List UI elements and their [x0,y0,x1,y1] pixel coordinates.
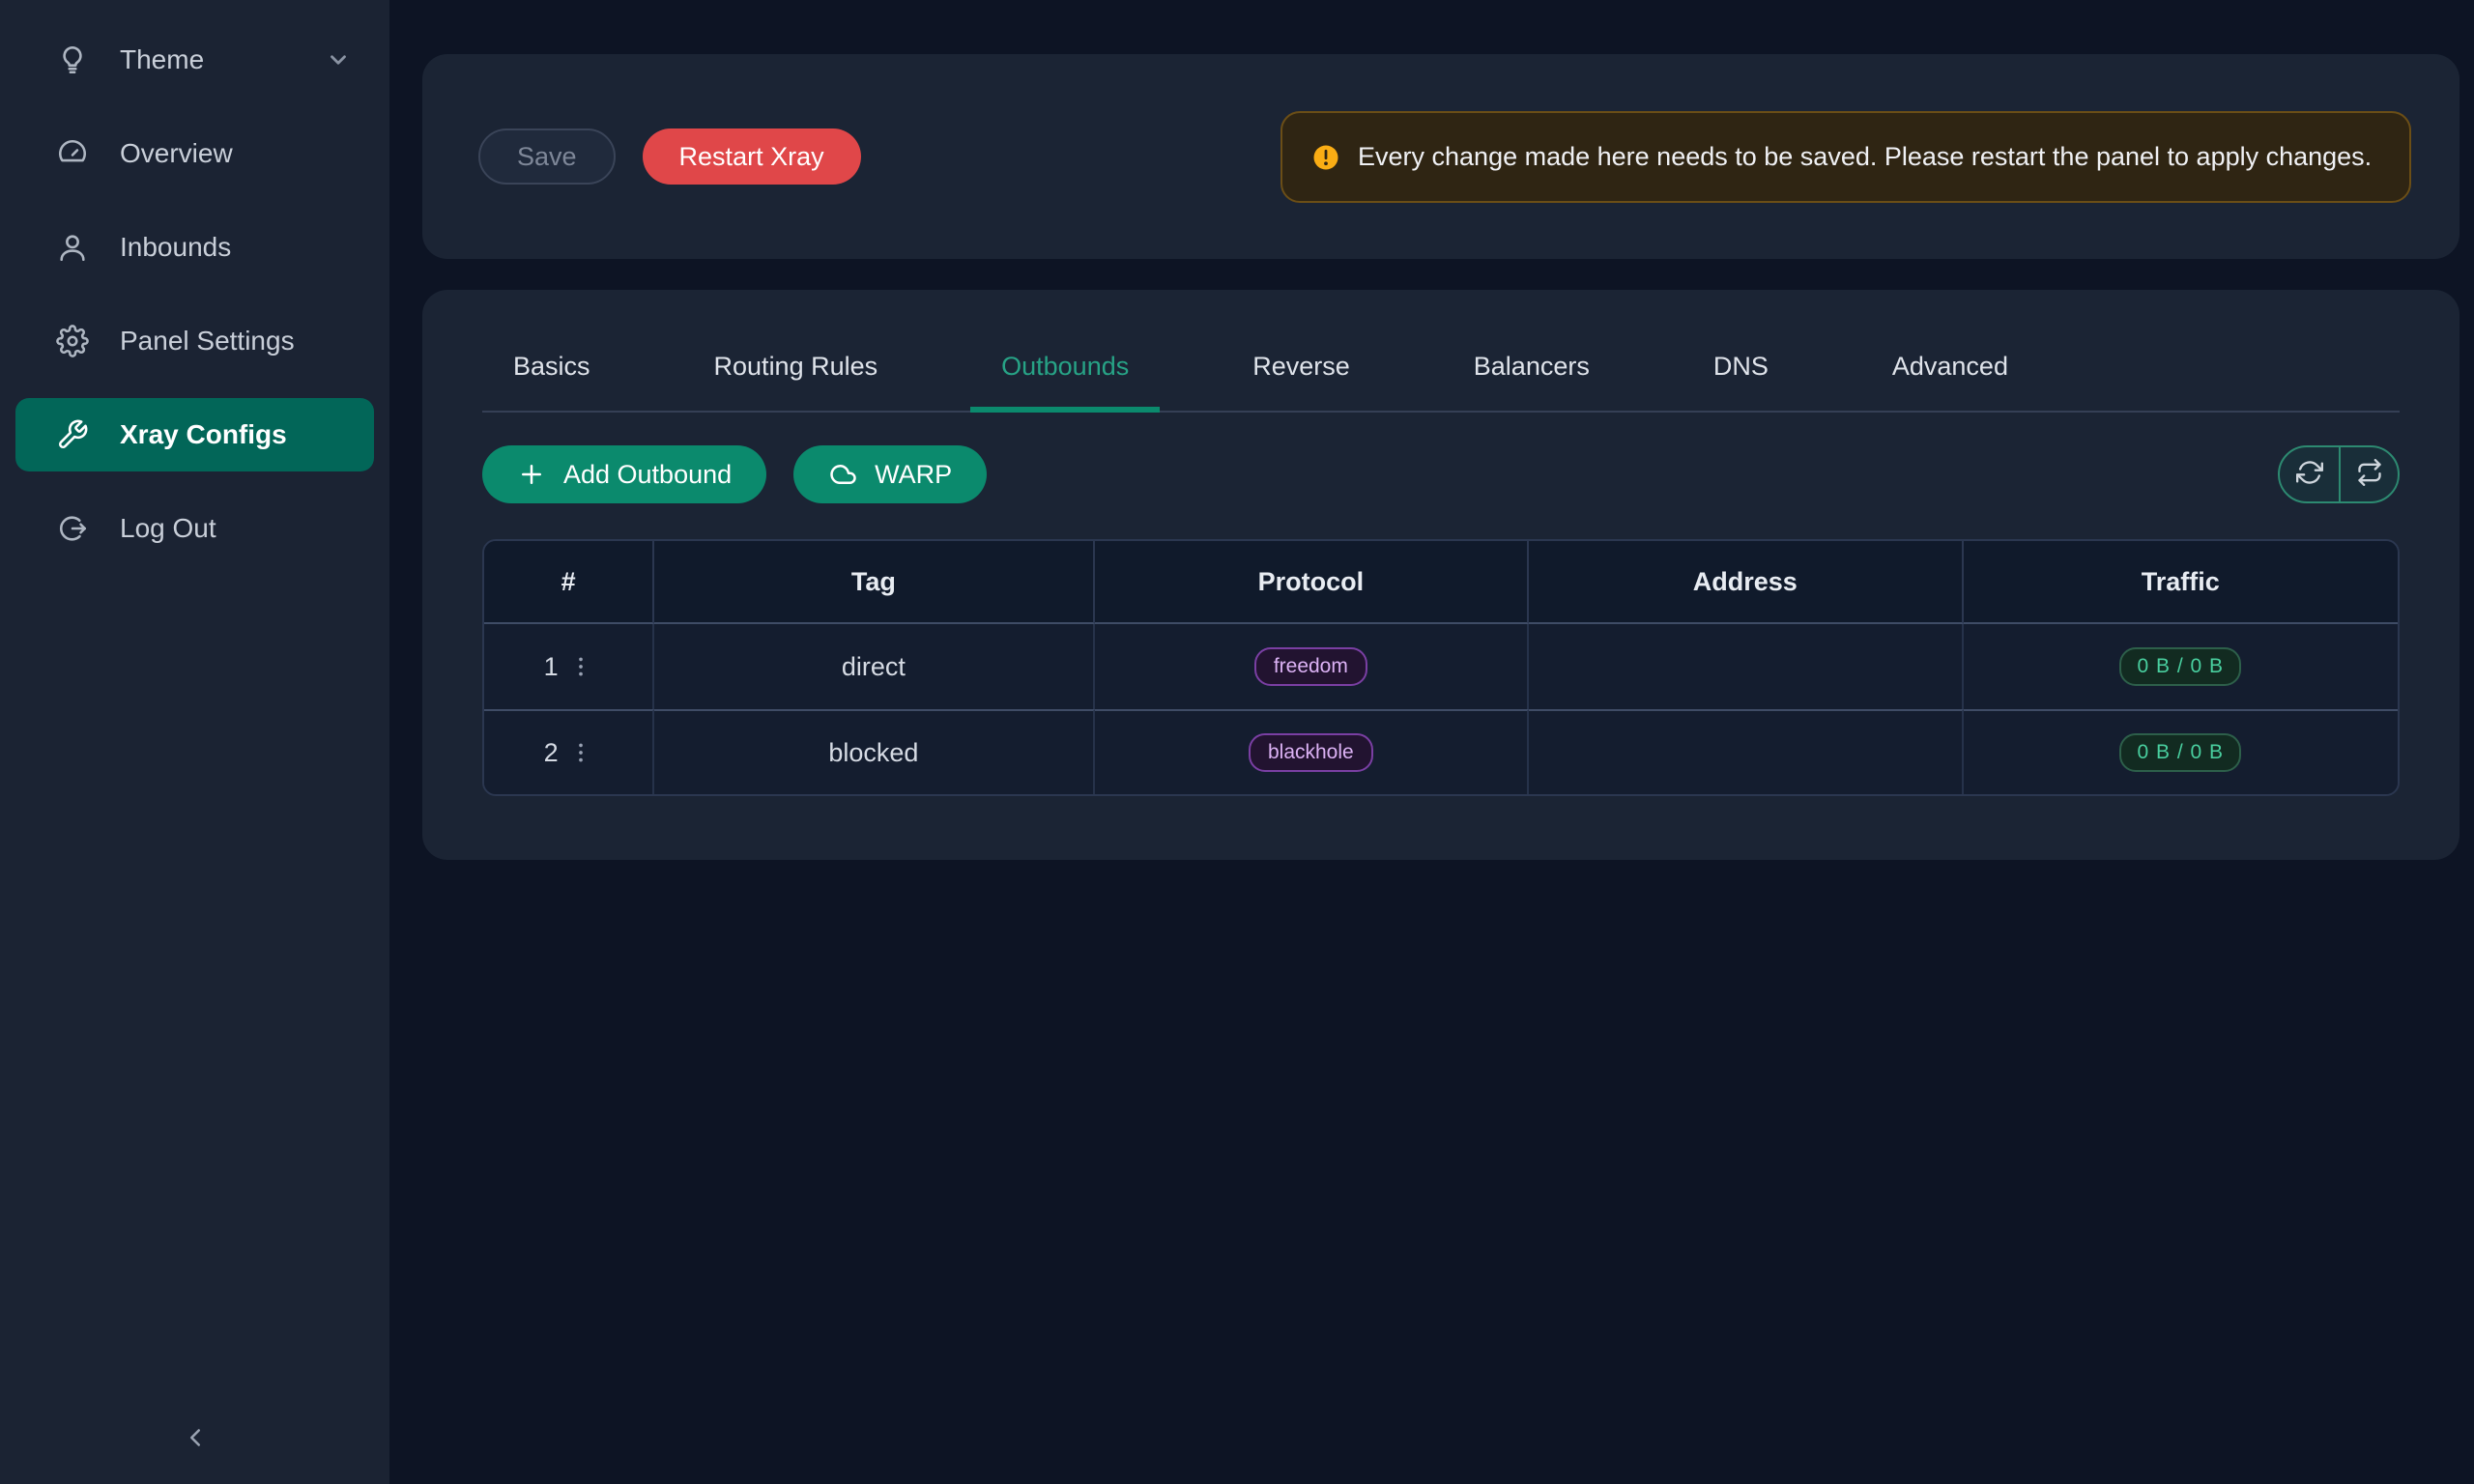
sidebar-item-label: Xray Configs [120,419,287,449]
tab-reverse[interactable]: Reverse [1252,352,1350,381]
row-menu-icon[interactable] [568,654,593,679]
row-tag: blocked [654,709,1095,794]
user-icon [56,231,89,264]
tab-routing-rules[interactable]: Routing Rules [713,352,878,381]
row-tag: direct [654,624,1095,709]
sidebar-item-label: Inbounds [120,232,232,262]
table-tools-group [2278,445,2400,503]
tab-advanced[interactable]: Advanced [1891,352,2008,381]
cloud-icon [828,460,857,489]
plus-icon [517,460,546,489]
sidebar-item-overview[interactable]: Overview [15,117,374,190]
restart-xray-button[interactable]: Restart Xray [642,128,861,185]
sidebar-item-label: Theme [120,44,205,74]
header-protocol: Protocol [1094,541,1530,624]
sidebar-item-label: Overview [120,138,233,168]
sidebar: Theme Overview Inbounds [0,0,389,1484]
sidebar-item-inbounds[interactable]: Inbounds [15,211,374,284]
header-address: Address [1529,541,1964,624]
sidebar-item-log-out[interactable]: Log Out [15,492,374,565]
traffic-badge: 0 B / 0 B [2119,733,2242,772]
sidebar-item-label: Log Out [120,513,216,543]
gauge-icon [56,137,89,170]
lightbulb-icon [56,43,89,76]
sidebar-item-label: Panel Settings [120,326,295,356]
outbounds-actions-row: Add Outbound WARP [482,445,2400,503]
table-row: 2 blocked blackhole 0 B / 0 B [484,709,2398,794]
row-address [1529,624,1964,709]
sidebar-collapse-button[interactable] [176,1420,215,1459]
sidebar-item-theme[interactable]: Theme [15,23,374,97]
main-content: Save Restart Xray Every change made here… [389,0,2474,1484]
row-index: 2 [543,737,559,767]
gear-icon [56,325,89,357]
wrench-icon [56,418,89,451]
config-tabs: Basics Routing Rules Outbounds Reverse B… [482,332,2400,413]
refresh-button[interactable] [2280,447,2339,501]
table-header-row: # Tag Protocol Address Traffic [484,541,2398,624]
traffic-badge: 0 B / 0 B [2119,647,2242,686]
save-button[interactable]: Save [478,128,616,185]
header-traffic: Traffic [1963,541,2398,624]
warning-circle-icon [1311,143,1340,172]
xray-config-card: Basics Routing Rules Outbounds Reverse B… [422,290,2460,860]
repeat-icon [2356,458,2383,491]
row-address [1529,709,1964,794]
row-menu-icon[interactable] [568,740,593,765]
row-index: 1 [543,651,559,681]
protocol-badge: blackhole [1248,733,1373,772]
restart-warning-alert: Every change made here needs to be saved… [1280,110,2411,203]
tab-outbounds[interactable]: Outbounds [970,332,1161,413]
sidebar-item-xray-configs[interactable]: Xray Configs [15,398,374,471]
refresh-icon [2295,459,2323,491]
reset-traffic-button[interactable] [2339,447,2398,501]
chevron-left-icon [181,1423,210,1457]
header-index: # [484,541,655,624]
chevron-down-icon[interactable] [326,47,351,72]
logout-icon [56,512,89,545]
add-outbound-button[interactable]: Add Outbound [482,445,767,503]
tab-basics[interactable]: Basics [513,352,590,381]
tab-dns[interactable]: DNS [1712,352,1769,381]
outbounds-table: # Tag Protocol Address Traffic 1 [482,539,2400,796]
tab-balancers[interactable]: Balancers [1473,352,1590,381]
toolbar-card: Save Restart Xray Every change made here… [422,54,2460,259]
sidebar-item-panel-settings[interactable]: Panel Settings [15,304,374,378]
warp-button[interactable]: WARP [793,445,988,503]
warp-label: WARP [875,459,953,489]
alert-text: Every change made here needs to be saved… [1358,141,2373,171]
protocol-badge: freedom [1253,647,1367,686]
table-row: 1 direct freedom 0 B / 0 B [484,624,2398,709]
header-tag: Tag [654,541,1095,624]
add-outbound-label: Add Outbound [563,459,733,489]
